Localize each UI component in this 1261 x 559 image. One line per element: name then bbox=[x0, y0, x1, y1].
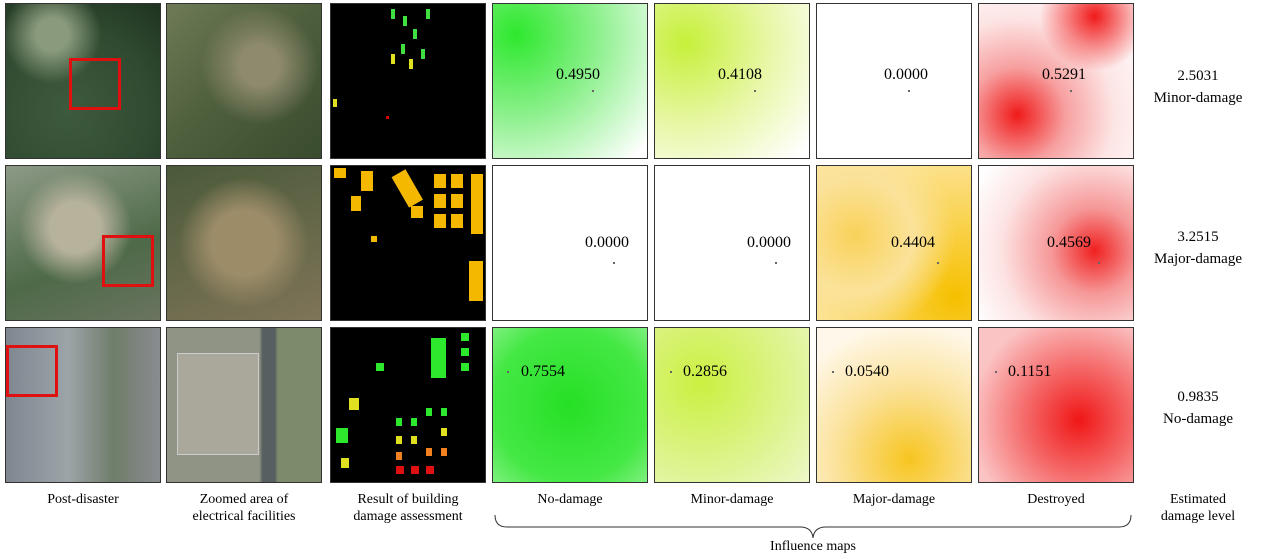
brace bbox=[0, 0, 1261, 559]
group-label: Influence maps bbox=[728, 538, 898, 555]
figure: 0.4950 0.4108 0.0000 0.5291 0.0000 0.000… bbox=[0, 0, 1261, 559]
